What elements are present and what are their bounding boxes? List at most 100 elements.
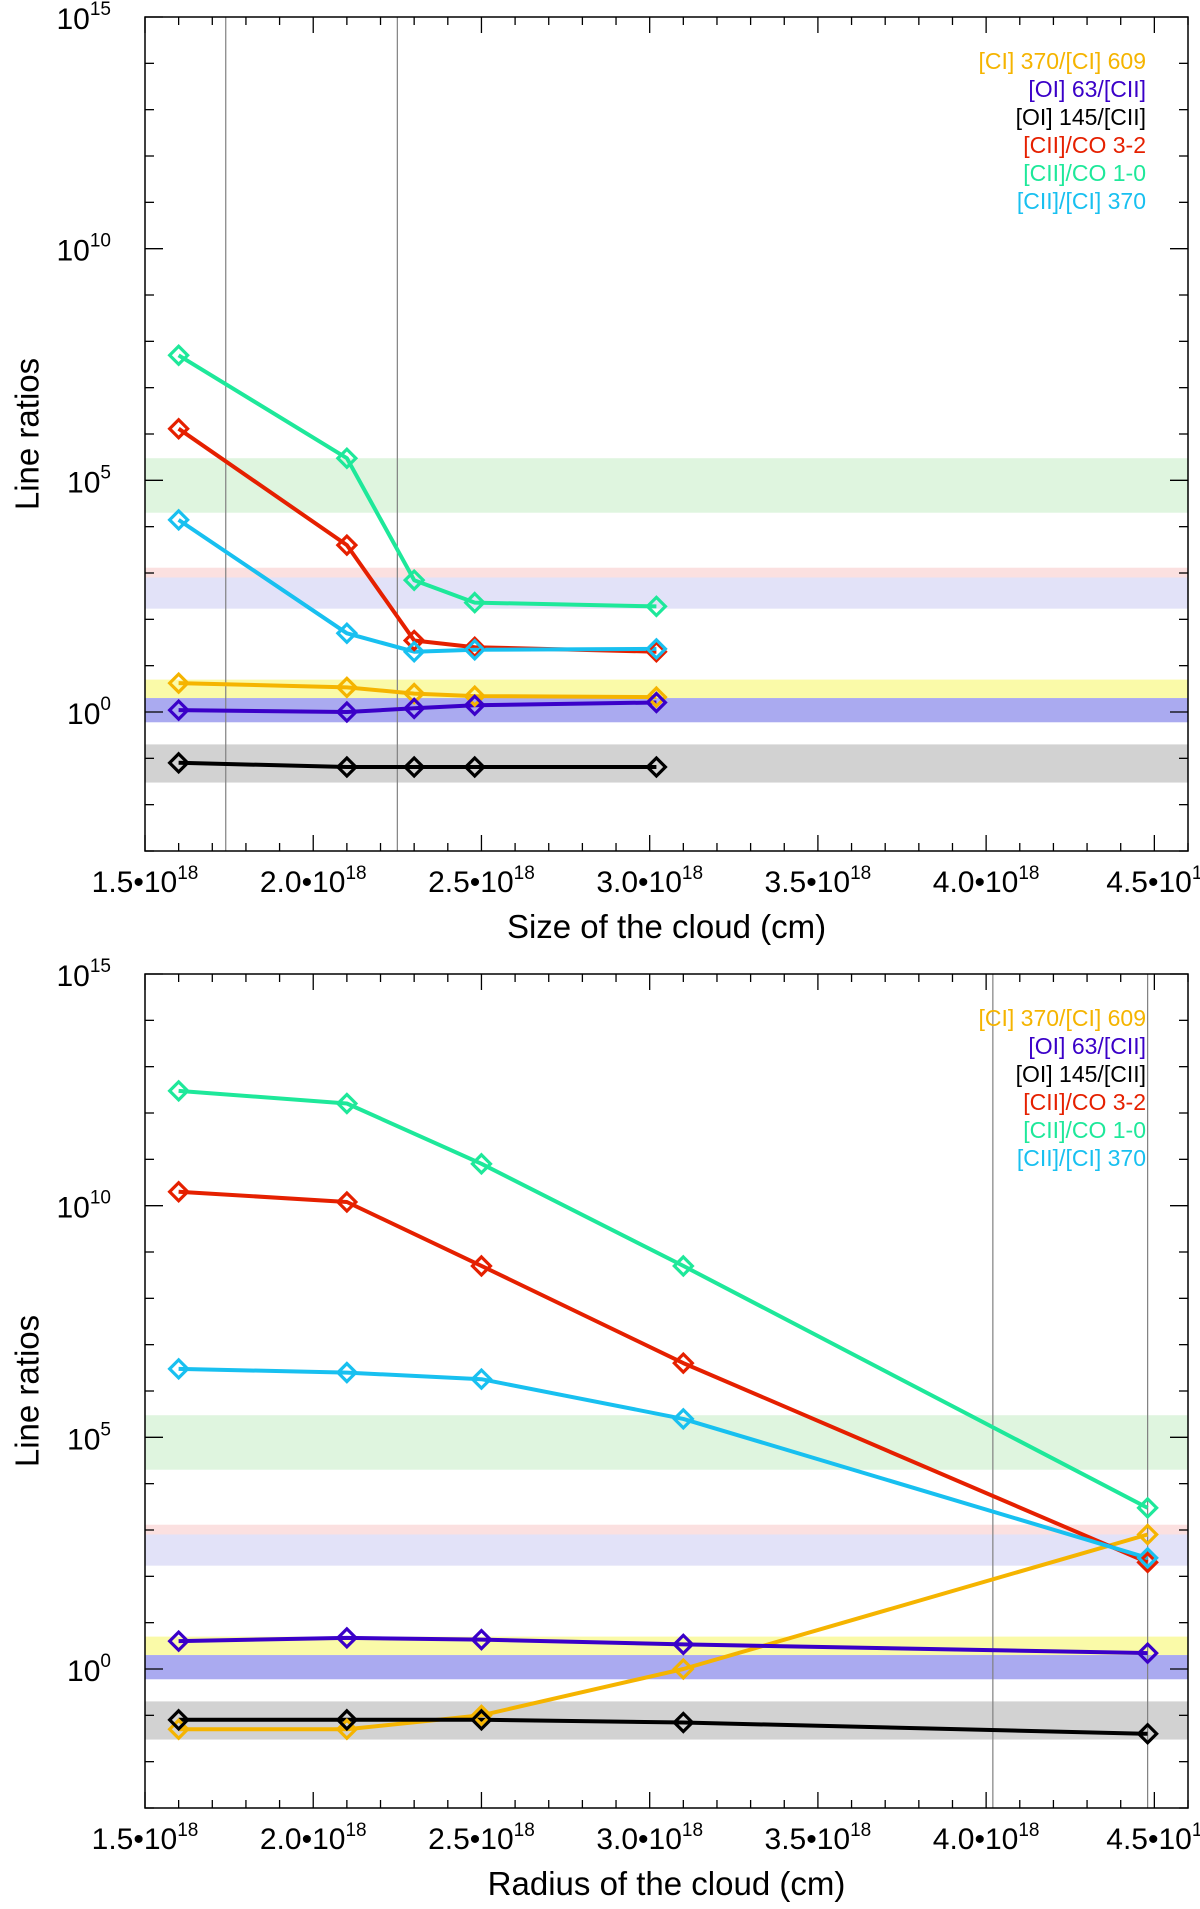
data-point: [402, 568, 426, 592]
data-point: [672, 1657, 695, 1681]
data-point: [335, 1190, 359, 1214]
x-axis-title: Radius of the cloud (cm): [488, 1865, 846, 1902]
series-line: [178, 1189, 1149, 1565]
series-line: [177, 353, 657, 609]
x-tick-label: 3.5•1018: [765, 1820, 872, 1856]
observation-band: [145, 744, 1188, 783]
data-point: [402, 640, 426, 663]
y-tick-label: 1015: [56, 0, 111, 36]
data-point: [645, 640, 668, 663]
data-point: [167, 1718, 190, 1741]
data-point: [470, 1152, 493, 1176]
y-axis-title: Line ratios: [9, 1315, 46, 1467]
observation-band: [145, 1415, 1188, 1470]
data-point: [167, 698, 190, 722]
data-point: [335, 676, 359, 699]
x-tick-label: 2.0•1018: [260, 863, 367, 899]
data-point: [470, 1708, 493, 1732]
data-point: [463, 693, 486, 717]
data-point: [645, 755, 668, 779]
data-point: [463, 638, 486, 662]
bottom-panel: 1.5•1018 2.0•1018 2.5•1018 3.0•1018 3.5•1018…: [9, 956, 1200, 1902]
data-point: [463, 635, 486, 659]
observation-band: [145, 1655, 1188, 1680]
legend-entry: [OI] 145/[CII]: [1016, 1061, 1146, 1087]
data-point: [1136, 1546, 1159, 1570]
data-point: [402, 682, 426, 705]
data-point: [672, 1351, 695, 1375]
data-point: [167, 417, 190, 440]
series-line: [178, 1635, 1148, 1656]
y-tick-label: 1010: [56, 231, 111, 268]
data-point: [167, 1180, 190, 1203]
data-point: [335, 1361, 359, 1384]
data-point: [672, 1407, 695, 1431]
y-tick-label: 105: [67, 1419, 111, 1456]
y-tick-label: 100: [67, 694, 111, 731]
y-tick-label: 105: [67, 462, 111, 499]
legend-entry: [CII]/[CI] 370: [1017, 1145, 1146, 1171]
data-point: [470, 1704, 493, 1727]
series-line: [178, 1532, 1149, 1732]
x-tick-label: 3.5•1018: [765, 863, 872, 899]
data-point: [402, 697, 426, 720]
x-tick-label: 4.5•101: [1106, 863, 1200, 899]
legend-entry: [OI] 63/[CII]: [1028, 1033, 1146, 1059]
y-tick-label: 1015: [56, 956, 111, 993]
legend-entry: [CII]/CO 1-0: [1023, 160, 1146, 186]
x-tick-label: 3.0•1018: [596, 1820, 703, 1856]
data-point: [167, 1079, 190, 1103]
data-point: [167, 1357, 190, 1381]
data-point: [335, 1708, 359, 1732]
series-line: [178, 1366, 1149, 1560]
series-line: [178, 1088, 1149, 1510]
data-point: [335, 1092, 359, 1115]
data-point: [1136, 1641, 1159, 1665]
y-tick-label: 100: [67, 1651, 111, 1688]
data-point: [335, 622, 359, 645]
data-point: [335, 700, 359, 724]
data-point: [470, 1367, 493, 1391]
series-line: [178, 681, 657, 700]
data-point: [335, 1626, 359, 1650]
data-point: [645, 637, 668, 661]
legend-entry: [OI] 145/[CII]: [1016, 104, 1146, 130]
observation-band: [145, 567, 1188, 578]
observation-band: [145, 577, 1188, 609]
data-point: [167, 1629, 190, 1653]
series-line: [177, 518, 657, 654]
data-point: [645, 691, 668, 714]
data-point: [335, 1718, 359, 1741]
data-point: [645, 595, 668, 618]
x-axis-title: Size of the cloud (cm): [507, 908, 826, 945]
observation-band: [145, 679, 1188, 699]
data-point: [463, 684, 486, 708]
y-axis-title: Line ratios: [9, 358, 46, 510]
x-tick-label: 2.5•1018: [428, 863, 535, 899]
legend-entry: [CII]/[CI] 370: [1017, 188, 1146, 214]
data-point: [167, 1708, 190, 1732]
x-tick-label: 4.0•1018: [933, 1820, 1040, 1856]
x-tick-label: 4.0•1018: [933, 863, 1040, 899]
data-point: [1136, 1496, 1159, 1520]
series-line: [178, 700, 657, 714]
legend-entry: [CII]/CO 3-2: [1023, 132, 1146, 158]
observation-band: [145, 1534, 1188, 1566]
x-tick-label: 4.5•101: [1106, 1820, 1200, 1856]
data-point: [645, 685, 668, 709]
x-tick-label: 3.0•1018: [596, 863, 703, 899]
data-point: [335, 533, 359, 557]
legend-entry: [CII]/CO 3-2: [1023, 1089, 1146, 1115]
data-point: [335, 446, 359, 470]
data-point: [1136, 1523, 1159, 1546]
series-line: [178, 1717, 1148, 1736]
data-point: [470, 1254, 493, 1278]
data-point: [335, 755, 359, 779]
data-point: [672, 1711, 695, 1734]
x-tick-label: 1.5•1018: [92, 863, 199, 899]
top-panel: 1.5•1018 2.0•1018 2.5•1018 3.0•1018 3.5•1018…: [9, 0, 1200, 945]
data-point: [672, 1254, 695, 1278]
legend-entry: [CII]/CO 1-0: [1023, 1117, 1146, 1143]
data-point: [167, 508, 190, 532]
